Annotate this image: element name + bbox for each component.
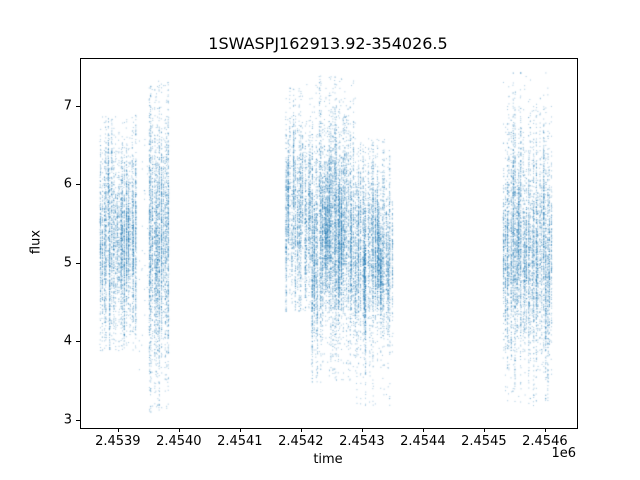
x-tick-mark xyxy=(239,428,241,432)
x-tick-label: 2.4544 xyxy=(400,434,446,449)
x-axis-label: time xyxy=(313,452,343,467)
y-tick-mark xyxy=(76,105,80,107)
y-axis-label: flux xyxy=(28,229,44,255)
x-tick-mark xyxy=(422,428,424,432)
y-tick-mark xyxy=(76,262,80,264)
y-tick-label: 4 xyxy=(63,333,72,349)
x-tick-label: 2.4543 xyxy=(339,434,385,449)
x-tick-mark xyxy=(544,428,546,432)
y-tick-label: 7 xyxy=(63,98,72,114)
x-axis-offset-label: 1e6 xyxy=(551,446,576,461)
y-tick-mark xyxy=(76,419,80,421)
x-tick-label: 2.4542 xyxy=(278,434,324,449)
x-tick-label: 2.4540 xyxy=(156,434,202,449)
y-tick-label: 5 xyxy=(63,255,72,271)
x-tick-label: 2.4541 xyxy=(217,434,263,449)
x-tick-mark xyxy=(483,428,485,432)
plot-area xyxy=(80,58,578,429)
y-tick-mark xyxy=(76,184,80,186)
y-tick-mark xyxy=(76,341,80,343)
chart-title: 1SWASPJ162913.92-354026.5 xyxy=(208,34,448,53)
y-tick-label: 3 xyxy=(63,412,72,428)
x-tick-mark xyxy=(178,428,180,432)
x-tick-mark xyxy=(361,428,363,432)
x-tick-label: 2.4545 xyxy=(461,434,507,449)
scatter-points-canvas xyxy=(81,59,577,428)
x-tick-label: 2.4539 xyxy=(95,434,141,449)
x-tick-label: 2.4546 xyxy=(522,434,568,449)
y-tick-label: 6 xyxy=(63,176,72,192)
x-tick-mark xyxy=(300,428,302,432)
x-tick-mark xyxy=(117,428,119,432)
